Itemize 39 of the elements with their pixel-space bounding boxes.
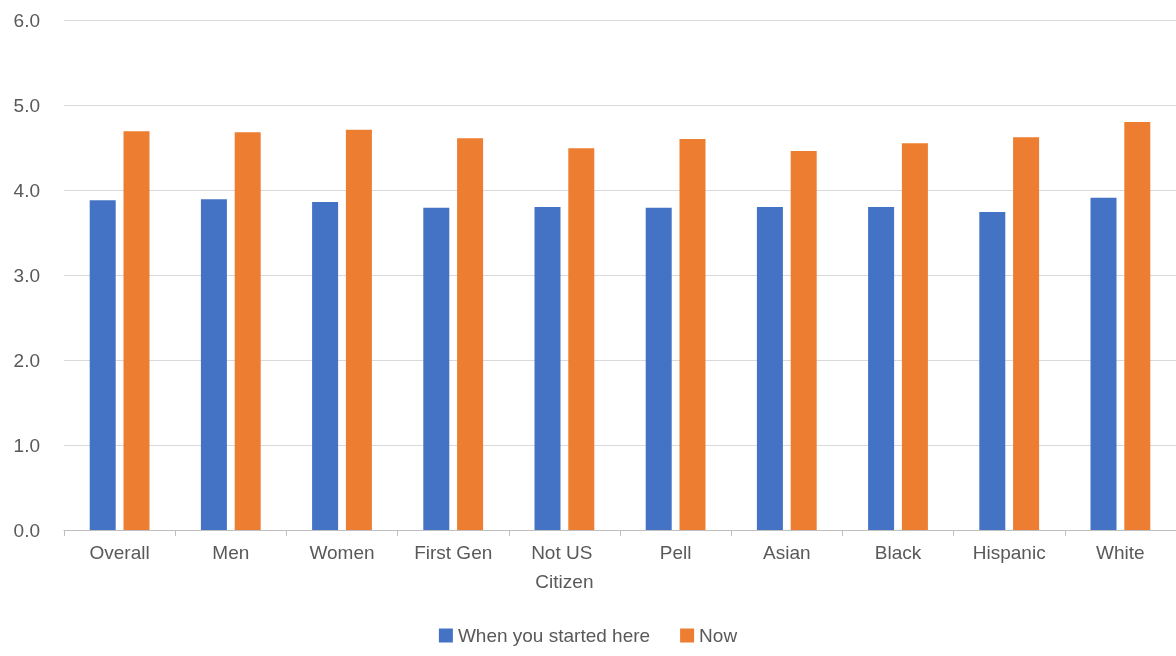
x-tick-label: Men — [212, 542, 250, 563]
bar — [200, 199, 227, 530]
bar — [457, 138, 484, 530]
y-tick-label: 0.0 — [13, 519, 40, 541]
bar — [234, 132, 261, 530]
x-tick-label: White — [1096, 542, 1145, 563]
x-tick-label: First Gen — [414, 542, 493, 563]
bar — [568, 148, 595, 530]
bar — [345, 129, 372, 530]
bar — [123, 131, 150, 530]
bar — [534, 207, 561, 530]
x-tick-label: Women — [309, 542, 375, 563]
bar — [645, 207, 672, 530]
y-tick-label: 2.0 — [13, 349, 40, 371]
y-tick-label: 4.0 — [13, 179, 40, 201]
bar — [1090, 197, 1117, 530]
bar — [979, 212, 1006, 530]
legend-label: Now — [699, 625, 738, 646]
x-tick-label: Overall — [89, 542, 150, 563]
y-tick-label: 6.0 — [13, 9, 40, 31]
bar — [1013, 137, 1040, 530]
bar — [901, 143, 928, 530]
x-tick-label: Black — [874, 542, 922, 563]
legend-label: When you started here — [457, 625, 651, 646]
bar — [312, 201, 339, 530]
bar — [1124, 122, 1151, 530]
bar — [868, 207, 895, 530]
y-tick-label: 3.0 — [13, 264, 40, 286]
bar — [89, 200, 116, 530]
y-tick-label: 5.0 — [13, 94, 40, 116]
x-tick-label: Hispanic — [972, 542, 1046, 563]
y-tick-label: 1.0 — [13, 434, 40, 456]
bar — [756, 207, 783, 530]
x-tick-label: Asian — [763, 542, 811, 563]
bar — [679, 139, 706, 530]
bar — [423, 207, 450, 530]
x-tick-label: Pell — [659, 542, 692, 563]
x-tick-label: Not US Citizen — [531, 542, 598, 592]
bar — [790, 150, 817, 530]
